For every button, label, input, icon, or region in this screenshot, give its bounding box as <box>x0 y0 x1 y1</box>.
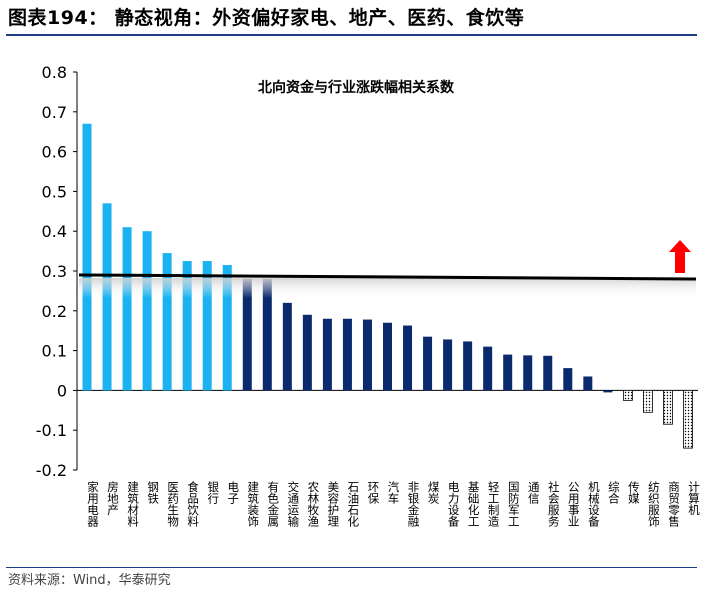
bar-轻工制造 <box>483 346 493 391</box>
bar-煤炭 <box>423 336 433 391</box>
figure-title: 图表194： 静态视角：外资偏好家电、地产、医药、食饮等 <box>8 7 525 29</box>
bar-交通运输 <box>282 302 292 391</box>
bar-国防军工 <box>503 354 513 391</box>
threshold-line <box>78 273 697 281</box>
bar-电力设备 <box>443 339 453 391</box>
x-axis-labels: 家用电器 房地产 建筑材料 钢铁 医药生物 食品饮料 银行 电子 建筑装饰 有色金属 交通运输 农林牧… <box>86 480 701 528</box>
bar-环保 <box>362 319 372 391</box>
bar-商贸零售 <box>663 389 673 425</box>
bar-社会服务 <box>543 355 553 391</box>
x-category-label: 建筑装饰 <box>246 480 260 527</box>
bar-农林牧渔 <box>302 314 312 391</box>
x-category-label: 农林牧渔 <box>306 480 320 528</box>
x-category-label: 环保 <box>366 481 380 505</box>
x-category-label: 非银金融 <box>407 481 421 528</box>
y-tick-label: 0.3 <box>42 262 67 281</box>
bar-传媒 <box>622 389 633 401</box>
x-category-label: 汽车 <box>387 480 401 505</box>
x-category-label: 轻工制造 <box>487 480 501 527</box>
bar-家用电器 <box>82 123 92 391</box>
y-tick-label: -0.1 <box>36 421 67 440</box>
bar-建筑材料 <box>122 227 132 391</box>
bar-食品饮料 <box>182 261 192 391</box>
x-category-label: 家用电器 <box>86 480 100 528</box>
x-category-label: 电子 <box>226 481 240 504</box>
x-category-label: 食品饮料 <box>186 480 200 528</box>
x-category-label: 电力设备 <box>447 481 461 528</box>
bar-有色金属 <box>262 278 272 391</box>
bar-汽车 <box>383 322 392 391</box>
x-category-label: 煤炭 <box>427 481 441 505</box>
up-arrow-icon <box>669 239 691 273</box>
x-category-label: 美容护理 <box>326 480 340 527</box>
x-category-label: 公用事业 <box>567 481 581 527</box>
bar-基础化工 <box>463 341 473 391</box>
x-category-label: 商贸零售 <box>667 480 681 528</box>
x-category-label: 社会服务 <box>547 480 561 527</box>
x-category-label: 纺织服饰 <box>647 480 661 527</box>
bar-电子 <box>222 265 232 391</box>
x-category-label: 国防军工 <box>507 481 521 527</box>
x-category-label: 石油石化 <box>346 481 360 528</box>
y-tick-label: 0 <box>57 381 67 400</box>
y-tick-label: 0.2 <box>42 302 67 321</box>
x-category-label: 通信 <box>527 481 541 505</box>
y-tick-label: 0.4 <box>42 222 67 241</box>
y-tick-label: -0.2 <box>36 461 67 480</box>
bar-医药生物 <box>162 253 172 391</box>
y-tick-label: 0.8 <box>42 63 67 82</box>
bar-建筑装饰 <box>242 278 252 391</box>
bar-通信 <box>523 355 533 391</box>
threshold-marker <box>78 239 697 298</box>
x-category-label: 交通运输 <box>286 480 300 528</box>
x-category-label: 综合 <box>607 480 621 504</box>
header-divider <box>6 34 697 36</box>
correlation-bar-chart: 北向资金与行业涨跌幅相关系数 0.80.70.60.50.40.30.20.10… <box>36 63 701 528</box>
bar-钢铁 <box>142 231 152 391</box>
y-tick-label: 0.5 <box>42 182 67 201</box>
x-category-label: 医药生物 <box>166 481 180 527</box>
x-category-label: 基础化工 <box>467 481 481 527</box>
bar-机械设备 <box>583 376 593 391</box>
x-category-label: 机械设备 <box>587 480 601 528</box>
y-axis: 0.8 0.7 0.6 0.5 0.4 0.3 0.2 0.1 0 -0.1 -0.2 <box>36 63 698 480</box>
bar-综合 <box>603 390 613 393</box>
y-tick-label: 0.6 <box>42 143 67 162</box>
bar-石油石化 <box>342 318 352 391</box>
bar-计算机 <box>683 389 693 449</box>
threshold-shadow <box>79 277 696 298</box>
footer-divider <box>6 567 697 568</box>
x-category-label: 房地产 <box>106 481 120 516</box>
bar-银行 <box>202 261 212 391</box>
x-category-label: 计算机 <box>687 481 701 516</box>
x-category-label: 传媒 <box>627 480 641 505</box>
bar-美容护理 <box>322 318 332 391</box>
y-tick-label: 0.7 <box>42 103 67 122</box>
y-tick-label: 0.1 <box>42 342 67 361</box>
x-category-label: 建筑材料 <box>126 480 140 528</box>
bar-非银金融 <box>403 325 413 391</box>
x-category-label: 银行 <box>206 480 220 505</box>
x-category-label: 钢铁 <box>146 481 160 504</box>
chart-title: 北向资金与行业涨跌幅相关系数 <box>258 79 455 96</box>
bar-纺织服饰 <box>643 389 653 413</box>
bar-公用事业 <box>563 368 573 391</box>
x-category-label: 有色金属 <box>266 480 280 528</box>
source-note: 资料来源：Wind，华泰研究 <box>8 573 171 588</box>
